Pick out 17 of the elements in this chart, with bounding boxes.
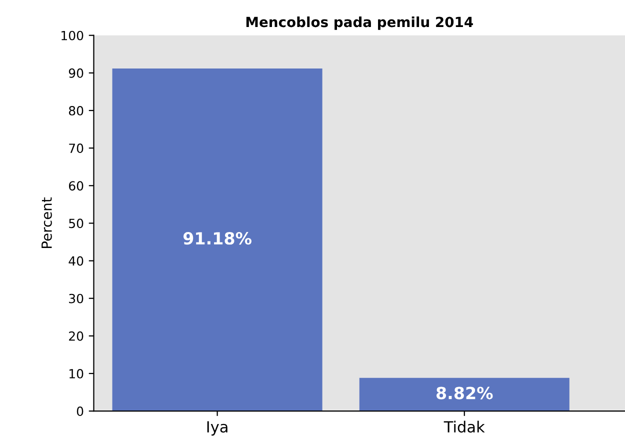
x-tick-label: Tidak: [444, 420, 485, 433]
y-tick-label: 70: [69, 144, 84, 153]
y-tick-label: 40: [68, 256, 84, 266]
y-tick-label: 0: [76, 406, 84, 416]
chart-title: Mencoblos pada pemilu 2014: [246, 16, 473, 30]
x-tick-label: Iya: [207, 421, 228, 436]
y-tick-label: 90: [68, 68, 84, 78]
y-tick-label: 30: [69, 294, 84, 304]
y-tick-label: 100: [62, 30, 84, 40]
y-tick-label: 60: [68, 181, 84, 191]
data-label: 91.18%: [183, 232, 252, 245]
data-label: 8.82%: [436, 386, 493, 400]
y-tick-label: 50: [69, 218, 84, 228]
y-tick-label: 10: [69, 368, 84, 378]
y-tick-label: 20: [69, 331, 84, 341]
y-tick-label: 80: [68, 106, 84, 116]
y-axis-title: Percent: [42, 197, 52, 248]
